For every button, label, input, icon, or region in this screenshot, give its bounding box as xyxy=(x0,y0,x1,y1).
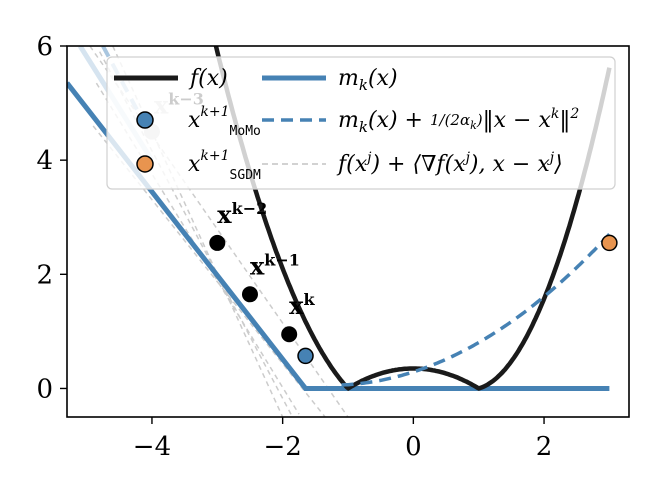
legend-sgdm-marker xyxy=(136,155,154,173)
x-tick-label: −4 xyxy=(133,432,171,462)
iterate-label: xk xyxy=(289,290,315,320)
sgdm-iterate-point xyxy=(601,234,618,252)
iterate-point xyxy=(209,234,226,251)
tangent-line xyxy=(92,125,326,417)
iterate-label: xk−1 xyxy=(250,250,300,280)
legend-prox-label: mk(x) + 1/(2αk)‖x − xk‖2 xyxy=(338,106,579,136)
axes-layer: −4 −2 0 2 0 2 4 6 xyxy=(36,32,552,462)
legend-model-label: mk(x) xyxy=(338,66,398,94)
legend-box xyxy=(106,56,616,190)
legend-momo-label: xk+1MoMo xyxy=(188,104,261,139)
x-tick-label: 2 xyxy=(536,432,553,462)
legend: f(x) mk(x) xk+1MoMo mk(x) + 1/(2αk)‖x − xk‖… xyxy=(106,56,616,190)
iterate-point xyxy=(241,286,258,303)
x-tick-label: 0 xyxy=(405,432,422,462)
y-tick-label: 2 xyxy=(36,260,53,290)
plot-frame xyxy=(66,45,630,418)
legend-sgdm-label: xk+1SGDM xyxy=(188,148,261,183)
y-tick-label: 6 xyxy=(36,32,53,62)
iterate-label: xk−2 xyxy=(217,199,267,229)
legend-tangent-label: f(xj) + ⟨∇f(xj), x − xj⟩ xyxy=(336,150,563,177)
legend-f-label: f(x) xyxy=(188,66,228,91)
legend-momo-marker xyxy=(136,111,154,129)
y-tick-label: 4 xyxy=(36,146,53,176)
x-tick-label: −2 xyxy=(263,432,301,462)
iterate-point xyxy=(281,326,298,343)
prox-model-curve xyxy=(341,233,611,387)
y-tick-label: 0 xyxy=(36,374,53,404)
momo-iterate-point xyxy=(297,347,314,365)
tangent-line xyxy=(99,51,294,417)
